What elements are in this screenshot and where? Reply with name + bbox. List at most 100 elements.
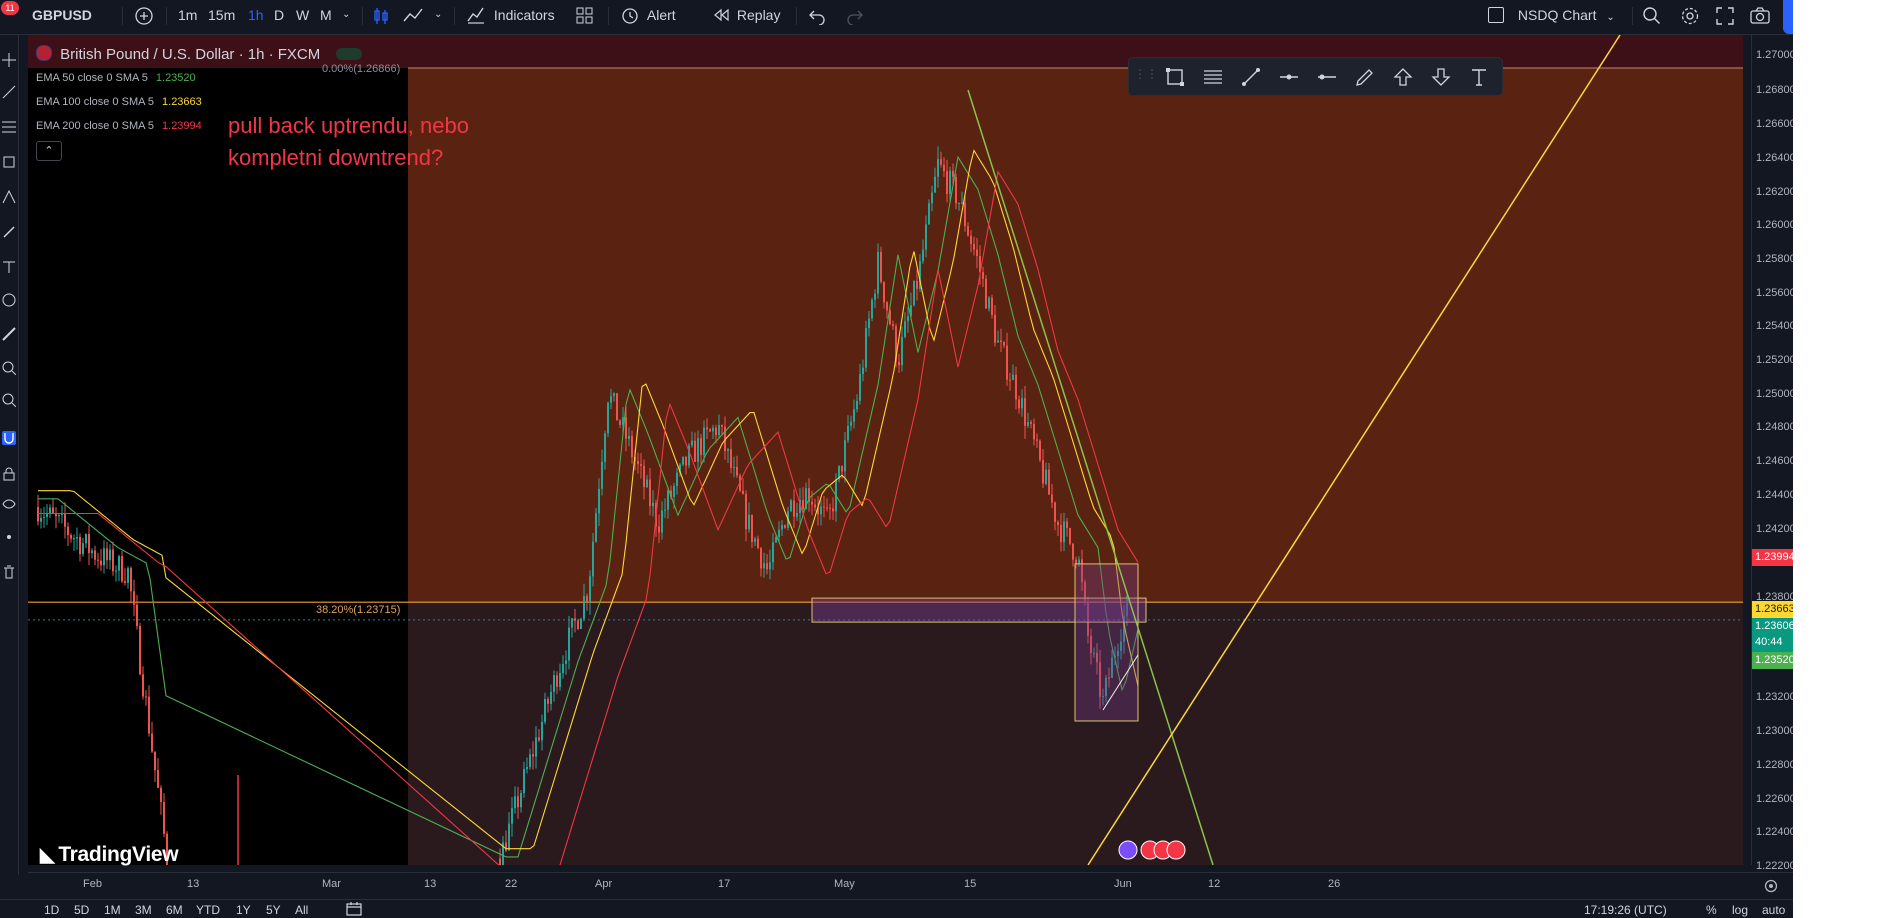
candle-body — [661, 510, 663, 533]
interval-d[interactable]: D — [274, 7, 285, 23]
trash-icon[interactable] — [2, 565, 16, 579]
alert-button[interactable]: Alert — [620, 0, 676, 34]
range-all[interactable]: All — [295, 903, 309, 917]
chart-type-chevron-icon[interactable]: ⌄ — [434, 9, 443, 20]
candle-body — [982, 272, 984, 279]
crosshair-icon[interactable] — [2, 53, 16, 67]
legend-title[interactable]: British Pound / U.S. Dollar · 1h · FXCM — [36, 44, 363, 66]
candle-body — [628, 435, 630, 439]
zoom-in-icon[interactable] — [2, 361, 16, 375]
range-1y[interactable]: 1Y — [236, 903, 251, 917]
chart-annotation-text[interactable]: pull back uptrendu, nebo kompletni downt… — [228, 113, 469, 170]
candle-body — [730, 449, 732, 468]
arrow-up-icon[interactable] — [1393, 67, 1413, 87]
range-ytd[interactable]: YTD — [196, 903, 220, 917]
economic-event-marker — [1166, 840, 1186, 860]
zoom-out-icon[interactable] — [2, 393, 16, 407]
range-6m[interactable]: 6M — [166, 903, 183, 917]
interval-15m[interactable]: 15m — [208, 7, 236, 23]
range-5y[interactable]: 5Y — [266, 903, 281, 917]
extended-line-icon[interactable] — [1317, 67, 1337, 87]
candle-body — [856, 400, 858, 410]
compare-button[interactable] — [134, 0, 154, 34]
candle-body — [772, 542, 774, 563]
range-5d[interactable]: 5D — [74, 903, 90, 917]
horizontal-lines-icon[interactable] — [1203, 67, 1223, 87]
candle-body — [988, 297, 990, 309]
layout-button[interactable]: NSDQ Chart ⌄ — [1488, 0, 1615, 34]
layout-chevron-down-icon: ⌄ — [1606, 12, 1615, 23]
time-tick: 26 — [1328, 878, 1341, 890]
interval-dropdown-chevron-icon[interactable]: ⌄ — [342, 9, 351, 20]
pattern-tool-icon[interactable] — [2, 155, 16, 169]
horizontal-ray-icon[interactable] — [1279, 67, 1299, 87]
magnet-icon[interactable] — [2, 431, 16, 445]
percent-toggle[interactable]: % — [1706, 903, 1717, 917]
lock-drawings-icon[interactable] — [2, 467, 16, 481]
prediction-tool-icon[interactable] — [2, 190, 16, 204]
snapshot-button[interactable] — [1750, 0, 1770, 34]
candle-body — [979, 255, 981, 273]
time-scale[interactable]: Feb 13 Mar 13 22 Apr 17 May 15 Jun 12 26 — [28, 872, 1793, 899]
interval-1h[interactable]: 1h — [248, 7, 264, 23]
utc-clock[interactable]: 17:19:26 (UTC) — [1584, 903, 1667, 917]
interval-1m[interactable]: 1m — [178, 7, 198, 23]
candle-body — [577, 620, 579, 630]
range-1m[interactable]: 1M — [104, 903, 121, 917]
ema100-price-label: 1.23663 — [1752, 601, 1793, 618]
candle-body — [133, 591, 135, 605]
auto-toggle[interactable]: auto — [1762, 903, 1786, 917]
price-scale[interactable]: 1.27000 1.26800 1.26600 1.26400 1.26200 … — [1751, 35, 1793, 872]
candle-body — [1063, 521, 1065, 543]
candle-body — [1027, 422, 1029, 426]
brush-icon[interactable] — [1355, 67, 1375, 87]
text-tool-icon[interactable] — [2, 260, 16, 274]
rectangle-icon[interactable] — [1165, 67, 1185, 87]
chart-type-candles[interactable] — [372, 0, 390, 34]
candle-body — [592, 541, 594, 577]
fib-tool-icon[interactable] — [2, 120, 16, 134]
trendline-tool-icon[interactable] — [2, 85, 16, 99]
eye-icon[interactable] — [2, 530, 16, 544]
range-1d[interactable]: 1D — [44, 903, 60, 917]
scale-settings-icon[interactable] — [1763, 878, 1779, 894]
drag-handle-icon[interactable]: ⋮⋮ — [1134, 67, 1158, 81]
arrow-down-icon[interactable] — [1431, 67, 1451, 87]
drawing-toolbar — [0, 35, 19, 875]
fullscreen-icon — [1716, 7, 1734, 25]
candle-body — [559, 672, 561, 687]
replay-button[interactable]: Replay — [712, 0, 780, 34]
chart-type-line[interactable] — [402, 0, 424, 34]
search-button[interactable] — [1642, 0, 1662, 34]
calendar-icon[interactable] — [346, 902, 362, 916]
redo-button[interactable] — [846, 0, 864, 34]
text-icon[interactable] — [1469, 67, 1489, 87]
ruler-tool-icon[interactable] — [2, 327, 16, 341]
layout-checkbox[interactable] — [1488, 7, 1504, 23]
legend-collapse-button[interactable]: ⌃ — [36, 141, 62, 161]
emoji-tool-icon[interactable] — [2, 293, 16, 307]
hide-drawings-icon[interactable] — [2, 497, 16, 511]
interval-w[interactable]: W — [296, 7, 310, 23]
candle-body — [769, 562, 771, 570]
notification-badge[interactable]: 11 — [1, 1, 19, 15]
brush-tool-icon[interactable] — [2, 225, 16, 239]
legend-ema100[interactable]: EMA 100 close 0 SMA 5 1.23663 — [36, 90, 362, 114]
log-toggle[interactable]: log — [1732, 903, 1749, 917]
range-3m[interactable]: 3M — [135, 903, 152, 917]
candle-body — [1072, 543, 1074, 560]
candle-body — [166, 833, 168, 865]
settings-button[interactable] — [1680, 0, 1700, 34]
undo-button[interactable] — [808, 0, 826, 34]
indicators-button[interactable]: Indicators — [466, 0, 555, 34]
interval-m[interactable]: M — [320, 7, 332, 23]
templates-button[interactable] — [576, 0, 594, 34]
fullscreen-button[interactable] — [1716, 0, 1734, 34]
candle-body — [109, 549, 111, 561]
symbol-search[interactable]: GBPUSD — [32, 7, 92, 23]
legend-ema200[interactable]: EMA 200 close 0 SMA 5 1.23994 — [36, 114, 362, 138]
trendline-icon[interactable] — [1241, 67, 1261, 87]
legend-ema50[interactable]: EMA 50 close 0 SMA 5 1.23520 — [36, 66, 362, 90]
candle-body — [937, 159, 939, 177]
publish-button-edge[interactable] — [1783, 0, 1793, 34]
